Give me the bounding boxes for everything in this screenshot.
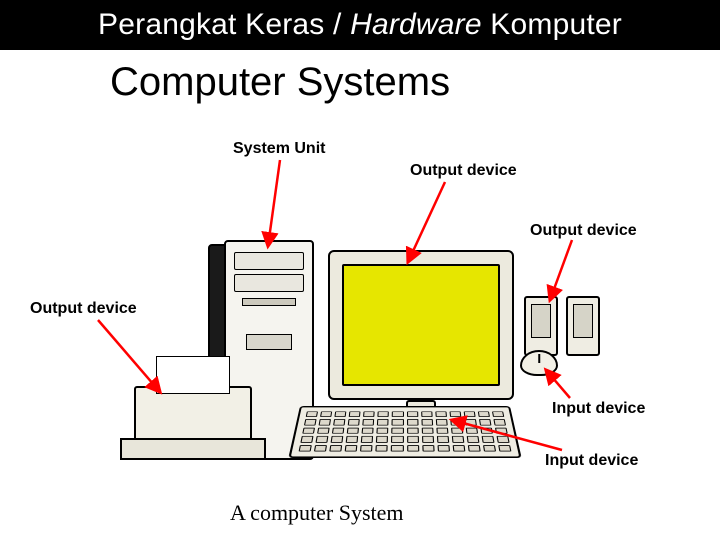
arrow-speaker <box>550 240 572 300</box>
tower-slot-1-icon <box>242 298 296 306</box>
speaker-right-icon <box>566 296 600 356</box>
arrow-system-unit <box>268 160 280 246</box>
monitor-screen-icon <box>342 264 500 386</box>
slide-stage: Perangkat Keras / Hardware Komputer Comp… <box>0 0 720 540</box>
subtitle: Computer Systems <box>110 60 450 105</box>
label-input-keyboard: Input device <box>545 452 638 470</box>
label-input-mouse: Input device <box>552 400 645 418</box>
label-output-printer: Output device <box>30 300 137 318</box>
tower-bay-2-icon <box>234 274 304 292</box>
title-part1: Perangkat Keras / <box>98 8 350 41</box>
label-output-monitor: Output device <box>410 162 517 180</box>
figure-caption: A computer System <box>230 500 404 526</box>
label-system-unit: System Unit <box>233 140 325 158</box>
keyboard-icon <box>288 406 521 458</box>
arrow-printer <box>98 320 160 392</box>
tower-floppy-icon <box>246 334 292 350</box>
tower-bay-1-icon <box>234 252 304 270</box>
printer-tray-icon <box>120 438 266 460</box>
title-part3: Komputer <box>482 8 622 41</box>
label-output-speaker: Output device <box>530 222 637 240</box>
title-text: Perangkat Keras / Hardware Komputer <box>98 8 622 42</box>
mouse-icon <box>520 350 558 376</box>
title-bar: Perangkat Keras / Hardware Komputer <box>0 0 720 50</box>
keyboard-rows <box>299 411 512 451</box>
title-part2-italic: Hardware <box>350 8 482 41</box>
printer-paper-icon <box>156 356 230 394</box>
speaker-left-icon <box>524 296 558 356</box>
